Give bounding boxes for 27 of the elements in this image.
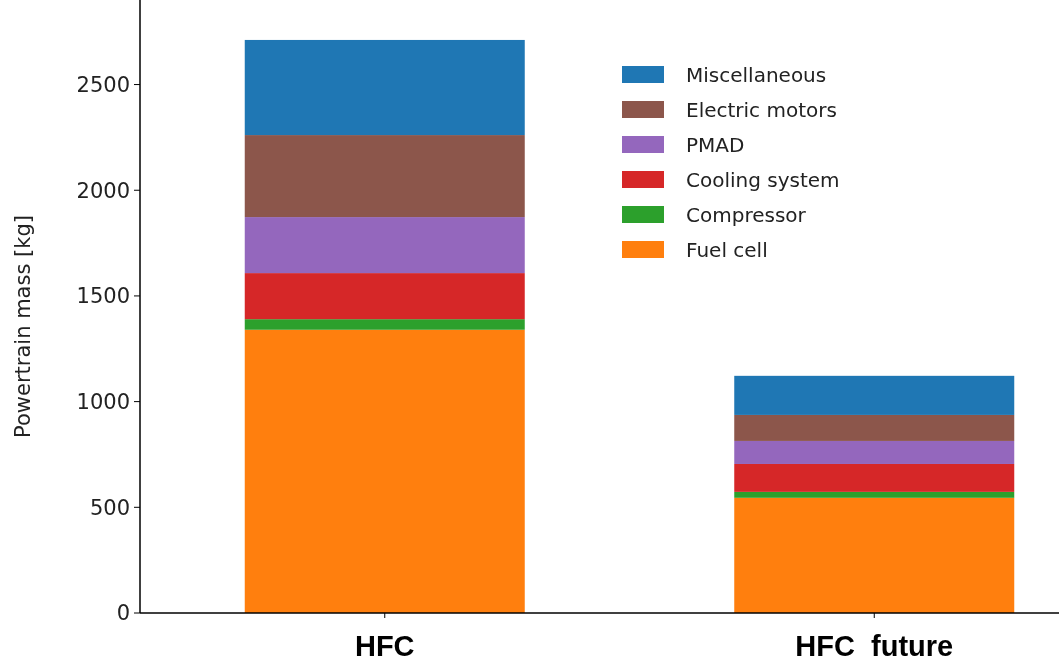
legend-label: Electric motors [686, 98, 837, 122]
bar [734, 491, 1015, 498]
y-tick-label: 2000 [76, 178, 130, 203]
y-tick-label: 2500 [76, 72, 130, 97]
bar [734, 440, 1015, 464]
bar [244, 135, 525, 218]
legend-label: Fuel cell [686, 238, 768, 262]
bar [244, 329, 525, 613]
legend-label: PMAD [686, 133, 745, 157]
bar [734, 463, 1015, 492]
bar [734, 375, 1015, 415]
bar [244, 217, 525, 274]
y-tick-label: 1500 [76, 284, 130, 309]
y-tick-label: 1000 [76, 389, 130, 414]
legend-label: Cooling system [686, 168, 840, 192]
bar [244, 319, 525, 330]
x-tick-label: HFC future [795, 630, 954, 662]
x-tick-label: HFC [354, 630, 415, 662]
y-axis-title: Powertrain mass [kg] [11, 215, 35, 438]
bar [244, 273, 525, 320]
legend-label: Miscellaneous [686, 63, 827, 87]
bar [734, 414, 1015, 441]
bar [244, 39, 525, 136]
bar [734, 497, 1015, 613]
legend-label: Compressor [686, 203, 807, 227]
y-tick-label: 0 [116, 601, 130, 626]
y-tick-label: 500 [89, 495, 130, 520]
